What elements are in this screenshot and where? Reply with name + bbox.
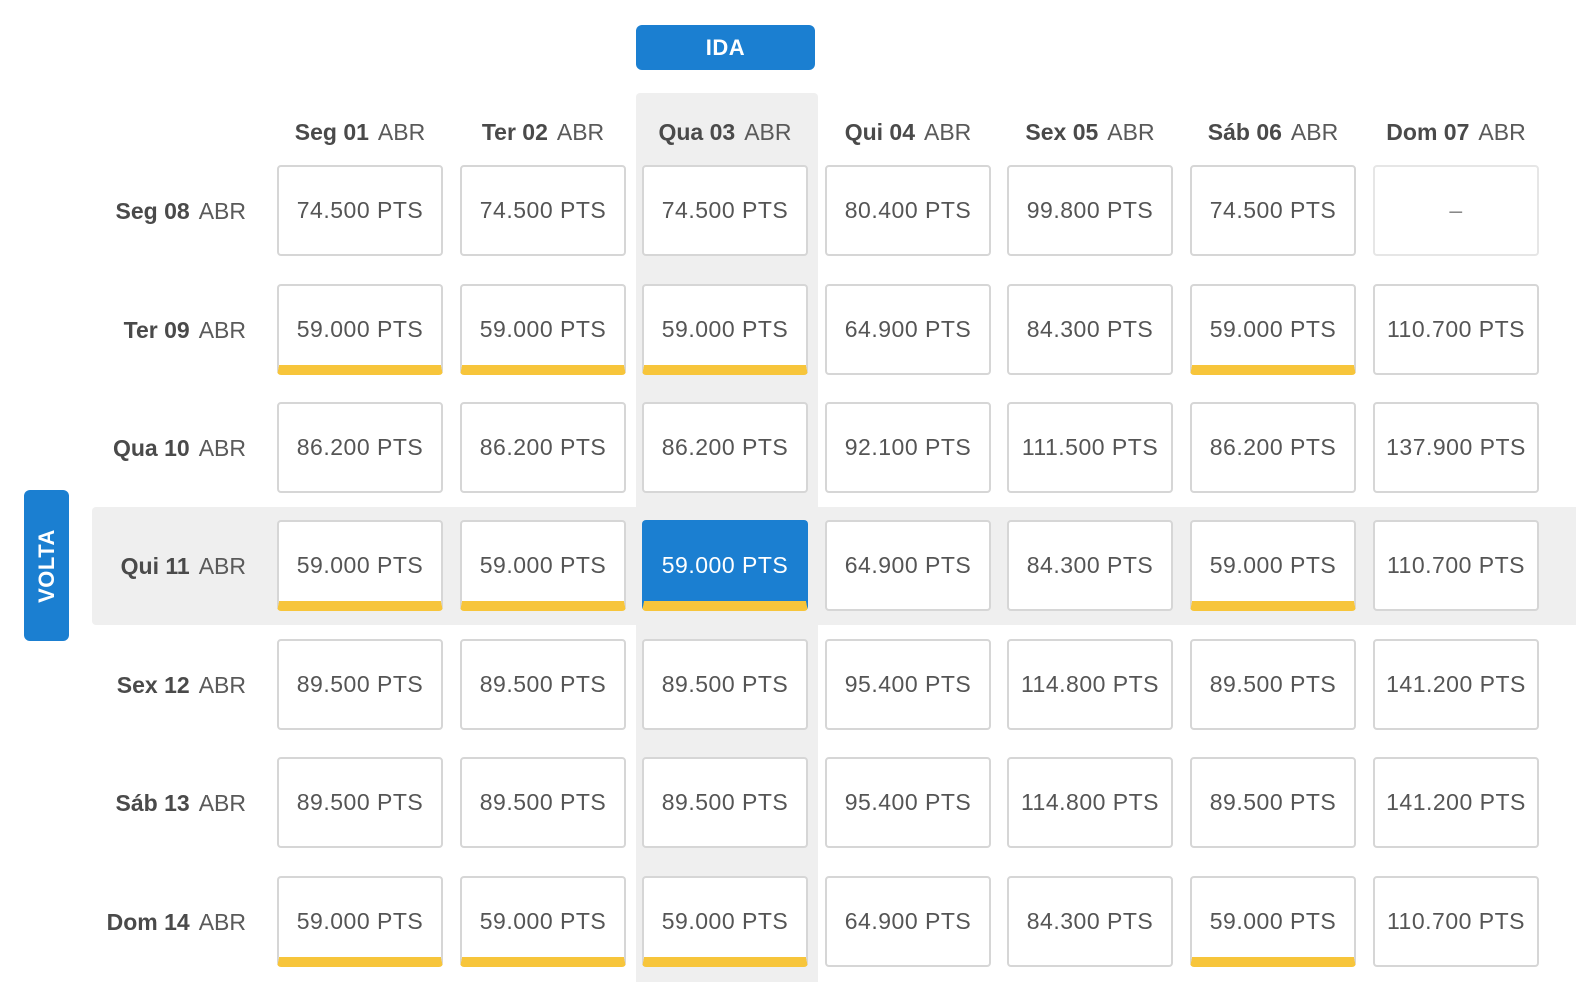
ida-date-month: ABR bbox=[924, 118, 972, 145]
price-cell[interactable]: 80.400 PTS bbox=[825, 165, 991, 256]
price-cell[interactable]: 110.700 PTS bbox=[1373, 520, 1539, 611]
volta-date-day: Ter 09 bbox=[123, 316, 190, 343]
price-cell[interactable]: 59.000 PTS bbox=[642, 876, 808, 967]
price-cell[interactable]: 89.500 PTS bbox=[277, 757, 443, 848]
price-cell[interactable]: 89.500 PTS bbox=[642, 757, 808, 848]
volta-date-header: Sáb 13 ABR bbox=[80, 783, 246, 823]
price-cell[interactable]: 111.500 PTS bbox=[1007, 402, 1173, 493]
price-cell[interactable]: 84.300 PTS bbox=[1007, 284, 1173, 375]
ida-date-month: ABR bbox=[1107, 118, 1155, 145]
volta-date-month: ABR bbox=[198, 552, 246, 579]
ida-date-day: Sáb 06 bbox=[1207, 118, 1282, 145]
volta-date-header: Qui 11 ABR bbox=[80, 546, 246, 586]
ida-label: IDA bbox=[636, 25, 815, 70]
price-cell[interactable]: 64.900 PTS bbox=[825, 284, 991, 375]
price-cell[interactable]: 110.700 PTS bbox=[1373, 284, 1539, 375]
volta-label: VOLTA bbox=[33, 528, 59, 603]
volta-date-header: Qua 10 ABR bbox=[80, 428, 246, 468]
ida-date-day: Seg 01 bbox=[294, 118, 369, 145]
ida-date-month: ABR bbox=[556, 118, 605, 145]
price-cell[interactable]: 114.800 PTS bbox=[1007, 639, 1173, 730]
volta-date-day: Sáb 13 bbox=[115, 789, 190, 816]
price-cell[interactable]: 86.200 PTS bbox=[460, 402, 626, 493]
price-cell[interactable]: 89.500 PTS bbox=[1190, 639, 1356, 730]
ida-date-header: Dom 07 ABR bbox=[1358, 112, 1554, 152]
price-cell[interactable]: 86.200 PTS bbox=[642, 402, 808, 493]
volta-date-month: ABR bbox=[198, 671, 246, 698]
price-cell[interactable]: 59.000 PTS bbox=[277, 520, 443, 611]
price-cell[interactable]: 59.000 PTS bbox=[460, 520, 626, 611]
price-cell[interactable]: 86.200 PTS bbox=[277, 402, 443, 493]
price-cell[interactable]: 59.000 PTS bbox=[642, 284, 808, 375]
price-cell[interactable]: 64.900 PTS bbox=[825, 520, 991, 611]
volta-date-day: Sex 12 bbox=[116, 671, 190, 698]
price-cell[interactable]: 59.000 PTS bbox=[460, 876, 626, 967]
price-cell[interactable]: 86.200 PTS bbox=[1190, 402, 1356, 493]
ida-date-day: Ter 02 bbox=[481, 118, 548, 145]
price-cell[interactable]: 59.000 PTS bbox=[1190, 876, 1356, 967]
volta-date-day: Qua 10 bbox=[112, 434, 190, 461]
price-cell[interactable]: 99.800 PTS bbox=[1007, 165, 1173, 256]
volta-date-month: ABR bbox=[198, 316, 246, 343]
ida-date-month: ABR bbox=[1290, 118, 1339, 145]
volta-date-header: Seg 08 ABR bbox=[80, 191, 246, 231]
ida-date-month: ABR bbox=[744, 118, 792, 145]
price-cell[interactable]: 74.500 PTS bbox=[460, 165, 626, 256]
price-cell[interactable]: 59.000 PTS bbox=[277, 876, 443, 967]
ida-date-day: Qui 04 bbox=[844, 118, 915, 145]
ida-date-day: Qua 03 bbox=[658, 118, 736, 145]
ida-date-header: Seg 01 ABR bbox=[262, 112, 458, 152]
price-cell-selected[interactable]: 59.000 PTS bbox=[642, 520, 808, 611]
price-cell[interactable]: 74.500 PTS bbox=[1190, 165, 1356, 256]
ida-date-header: Qua 03 ABR bbox=[627, 112, 823, 152]
price-cell[interactable]: 141.200 PTS bbox=[1373, 757, 1539, 848]
volta-date-month: ABR bbox=[198, 789, 246, 816]
ida-date-header: Sex 05 ABR bbox=[992, 112, 1188, 152]
price-cell[interactable]: 89.500 PTS bbox=[1190, 757, 1356, 848]
price-cell[interactable]: 110.700 PTS bbox=[1373, 876, 1539, 967]
price-cell[interactable]: 92.100 PTS bbox=[825, 402, 991, 493]
ida-date-month: ABR bbox=[377, 118, 426, 145]
price-cell[interactable]: 59.000 PTS bbox=[277, 284, 443, 375]
price-cell[interactable]: 59.000 PTS bbox=[1190, 520, 1356, 611]
price-cell[interactable]: 114.800 PTS bbox=[1007, 757, 1173, 848]
price-cell[interactable]: 89.500 PTS bbox=[642, 639, 808, 730]
price-cell[interactable]: 141.200 PTS bbox=[1373, 639, 1539, 730]
price-cell[interactable]: 59.000 PTS bbox=[460, 284, 626, 375]
volta-date-month: ABR bbox=[198, 908, 246, 935]
ida-date-header: Sáb 06 ABR bbox=[1175, 112, 1371, 152]
volta-date-header: Ter 09 ABR bbox=[80, 310, 246, 350]
ida-date-day: Dom 07 bbox=[1386, 118, 1470, 145]
ida-date-month: ABR bbox=[1478, 118, 1526, 145]
volta-date-header: Sex 12 ABR bbox=[80, 665, 246, 705]
price-cell-unavailable: – bbox=[1373, 165, 1539, 256]
price-cell[interactable]: 137.900 PTS bbox=[1373, 402, 1539, 493]
price-cell[interactable]: 89.500 PTS bbox=[460, 757, 626, 848]
volta-date-header: Dom 14 ABR bbox=[80, 902, 246, 942]
volta-date-day: Dom 14 bbox=[106, 908, 190, 935]
ida-date-day: Sex 05 bbox=[1025, 118, 1099, 145]
volta-date-day: Qui 11 bbox=[120, 552, 190, 579]
volta-date-month: ABR bbox=[198, 434, 246, 461]
price-cell[interactable]: 89.500 PTS bbox=[460, 639, 626, 730]
price-cell[interactable]: 84.300 PTS bbox=[1007, 876, 1173, 967]
volta-label-box: VOLTA bbox=[24, 490, 69, 641]
volta-date-month: ABR bbox=[198, 197, 246, 224]
price-cell[interactable]: 74.500 PTS bbox=[642, 165, 808, 256]
price-cell[interactable]: 59.000 PTS bbox=[1190, 284, 1356, 375]
ida-date-header: Qui 04 ABR bbox=[810, 112, 1006, 152]
price-cell[interactable]: 64.900 PTS bbox=[825, 876, 991, 967]
ida-date-header: Ter 02 ABR bbox=[445, 112, 641, 152]
price-cell[interactable]: 95.400 PTS bbox=[825, 639, 991, 730]
price-cell[interactable]: 95.400 PTS bbox=[825, 757, 991, 848]
price-cell[interactable]: 84.300 PTS bbox=[1007, 520, 1173, 611]
price-cell[interactable]: 74.500 PTS bbox=[277, 165, 443, 256]
price-cell[interactable]: 89.500 PTS bbox=[277, 639, 443, 730]
volta-date-day: Seg 08 bbox=[115, 197, 190, 224]
